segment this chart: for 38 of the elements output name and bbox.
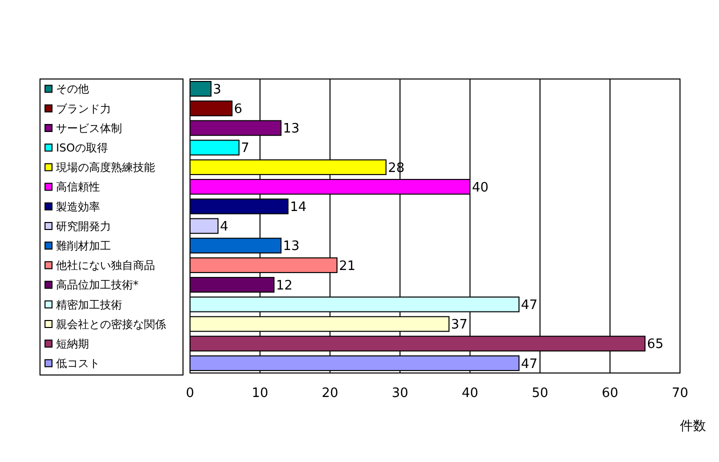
y-tick-label: 精密加工技術 [56,298,122,312]
data-label: 6 [234,102,242,117]
y-tick-label: ブランド力 [56,102,111,116]
y-tick-label: 他社にない独自商品 [56,259,155,272]
y-tick-label: 難削材加工 [56,239,111,252]
x-tick-label: 0 [186,386,194,401]
data-label: 13 [283,239,300,254]
y-tick-label: 高品位加工技術* [56,278,139,292]
x-tick-label: 30 [392,386,408,401]
x-tick-label: 20 [322,386,338,401]
data-label: 12 [276,278,293,294]
data-label: 14 [290,200,307,215]
data-label: 7 [241,141,250,156]
y-tick-label: 低コスト [56,357,100,370]
x-tick-label: 70 [672,386,688,401]
x-tick-label: 10 [252,386,268,401]
y-tick-label: 現場の高度熟練技能 [56,161,155,174]
data-label: 4 [220,220,228,235]
x-tick-label: 50 [532,386,548,401]
x-tick-label: 40 [462,386,478,401]
data-label: 21 [339,258,356,274]
y-tick-label: その他 [56,82,89,96]
data-label: 13 [283,122,300,137]
x-axis-title: 件数 [680,419,706,434]
x-tick-label: 60 [602,386,618,401]
y-tick-label: 短納期 [56,337,89,350]
data-label: 40 [472,180,489,196]
y-tick-label: 研究開発力 [56,220,111,233]
y-tick-label: ISOの取得 [56,141,108,154]
data-label: 65 [647,337,664,352]
y-tick-label: サービス体制 [56,122,122,135]
data-label: 3 [213,82,222,98]
y-tick-label: 製造効率 [56,200,100,214]
y-tick-label: 親会社との密接な関係 [56,318,166,331]
data-label: 47 [521,298,538,313]
data-label: 47 [521,356,538,372]
data-label: 37 [451,318,468,333]
y-tick-label: 高信頼性 [56,180,100,194]
